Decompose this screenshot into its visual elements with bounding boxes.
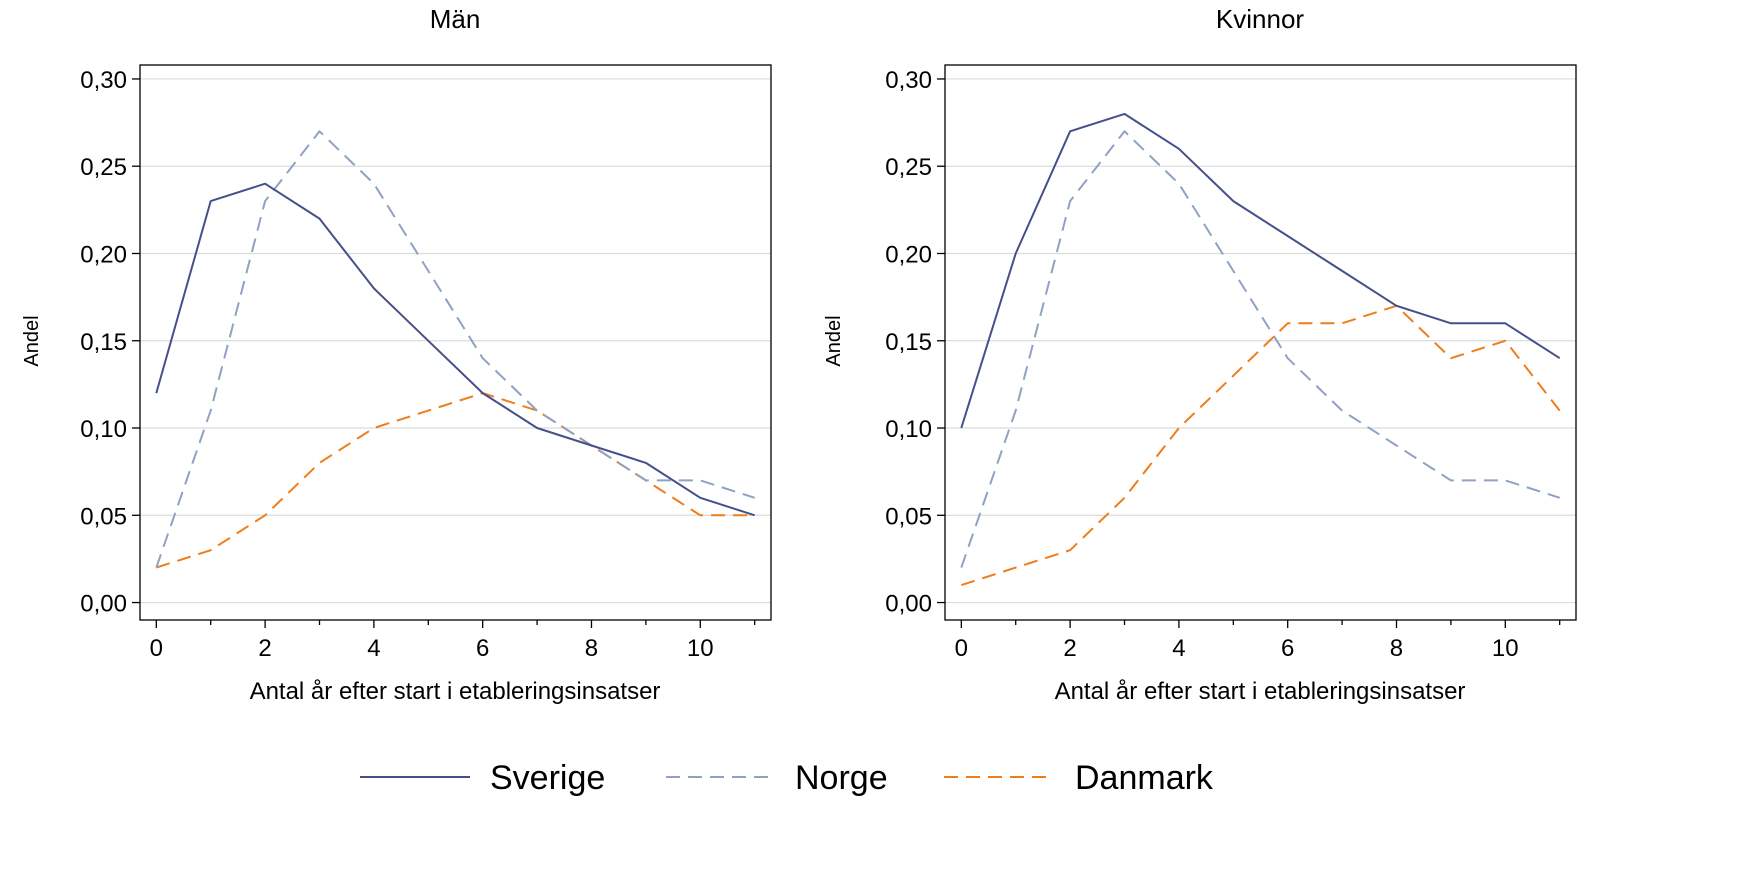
x-tick-label: 2 <box>258 635 271 662</box>
series-line-danmark <box>155 392 755 569</box>
chart-panel-man: Män Andel Antal år efter start i etabler… <box>21 4 772 705</box>
series-line-sverige <box>960 112 1561 429</box>
y-tick-label: 0,15 <box>885 329 932 356</box>
x-axis-label: Antal år efter start i etableringsinsats… <box>250 678 661 705</box>
y-tick-label: 0,20 <box>80 241 127 268</box>
y-axis-label: Andel <box>21 315 43 366</box>
chart-title: Kvinnor <box>1216 4 1304 34</box>
y-tick-label: 0,10 <box>80 416 127 443</box>
x-tick-label: 6 <box>1281 635 1294 662</box>
y-tick-label: 0,30 <box>80 67 127 94</box>
x-tick-label: 8 <box>585 635 598 662</box>
y-tick-label: 0,05 <box>885 503 932 530</box>
x-tick-label: 6 <box>476 635 489 662</box>
x-axis-label: Antal år efter start i etableringsinsats… <box>1055 678 1466 705</box>
series-line-sverige <box>155 182 756 517</box>
y-tick-label: 0,25 <box>885 154 932 181</box>
x-tick-label: 4 <box>1172 635 1185 662</box>
legend-label-sverige: Sverige <box>490 759 605 797</box>
y-axis-label: Andel <box>823 315 845 366</box>
x-tick-label: 10 <box>1492 635 1519 662</box>
y-tick-label: 0,20 <box>885 241 932 268</box>
x-tick-label: 0 <box>955 635 968 662</box>
chart-title: Män <box>430 4 481 34</box>
y-tick-label: 0,05 <box>80 503 127 530</box>
x-tick-label: 8 <box>1390 635 1403 662</box>
y-tick-label: 0,25 <box>80 154 127 181</box>
y-tick-label: 0,00 <box>885 591 932 618</box>
series-line-norge <box>960 130 1561 568</box>
x-tick-label: 2 <box>1063 635 1076 662</box>
x-tick-label: 4 <box>367 635 380 662</box>
y-tick-label: 0,10 <box>885 416 932 443</box>
legend-label-norge: Norge <box>795 759 888 797</box>
y-tick-label: 0,15 <box>80 329 127 356</box>
x-tick-label: 10 <box>687 635 714 662</box>
plot-frame <box>139 64 772 621</box>
series-line-norge <box>155 130 756 568</box>
plot-frame <box>944 64 1577 621</box>
x-tick-label: 0 <box>150 635 163 662</box>
chart-legend: Sverige Norge Danmark <box>360 759 1214 797</box>
chart-panel-kvinnor: Kvinnor Andel Antal år efter start i eta… <box>823 4 1577 705</box>
y-tick-label: 0,30 <box>885 67 932 94</box>
y-tick-label: 0,00 <box>80 591 127 618</box>
series-line-danmark <box>960 304 1561 587</box>
legend-label-danmark: Danmark <box>1075 759 1214 797</box>
